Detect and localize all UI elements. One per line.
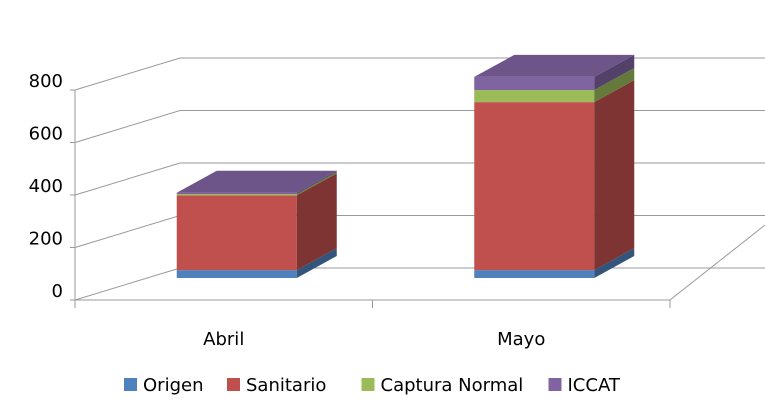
- x-tick-label: Abril: [203, 329, 244, 350]
- bar-segment: [474, 76, 595, 91]
- y-tick-label: 400: [29, 176, 63, 197]
- legend-swatch: [227, 378, 240, 391]
- bar-segment: [474, 102, 595, 271]
- legend-label: Sanitario: [246, 375, 326, 396]
- bar-side: [296, 173, 337, 271]
- y-tick-label: 200: [29, 229, 63, 250]
- bar-segment: [176, 270, 297, 278]
- bar-segment: [176, 194, 297, 196]
- legend-label: ICCAT: [568, 375, 621, 396]
- bar-segment: [176, 195, 297, 271]
- legend-swatch: [361, 378, 375, 391]
- y-tick-label: 0: [52, 281, 63, 302]
- legend-label: Origen: [143, 375, 203, 396]
- grid-line: [74, 162, 765, 196]
- bar-side: [296, 170, 337, 194]
- bar-side: [296, 248, 337, 278]
- bar-side: [594, 80, 635, 271]
- bar-side: [594, 68, 635, 103]
- x-tick-label: Mayo: [497, 329, 545, 350]
- bar-side: [594, 248, 635, 278]
- bar-segment: [474, 90, 595, 103]
- grid-line: [74, 57, 765, 91]
- bar-segment: [176, 192, 297, 194]
- y-tick-label: 600: [29, 124, 63, 145]
- bar-side: [296, 172, 337, 196]
- floor-edge: [669, 224, 765, 301]
- grid-line: [74, 110, 765, 143]
- bar-top: [474, 54, 635, 77]
- bar-side: [594, 54, 635, 91]
- bar-segment: [474, 270, 595, 278]
- legend-label: Captura Normal: [381, 375, 524, 396]
- legend-swatch: [548, 378, 562, 391]
- bar-top: [176, 170, 337, 193]
- legend-swatch: [124, 378, 137, 391]
- y-tick-label: 800: [29, 71, 63, 92]
